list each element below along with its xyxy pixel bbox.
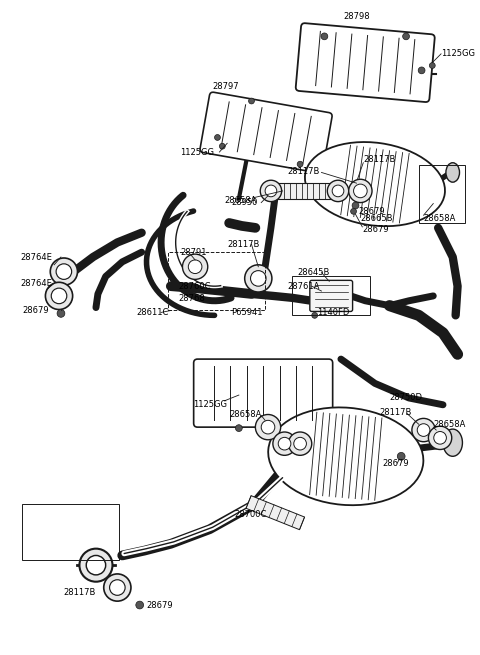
Circle shape [46, 282, 72, 310]
Text: 28117B: 28117B [64, 588, 96, 597]
Bar [22, 504, 120, 560]
Text: 28665B: 28665B [360, 214, 393, 223]
Bar [246, 496, 305, 530]
Circle shape [352, 202, 359, 209]
Bar [278, 183, 331, 198]
Circle shape [236, 424, 242, 432]
Circle shape [79, 549, 112, 582]
Circle shape [434, 432, 446, 444]
Ellipse shape [443, 429, 462, 457]
Circle shape [297, 161, 303, 167]
Text: 28764E: 28764E [20, 253, 52, 261]
Circle shape [245, 265, 272, 292]
Circle shape [351, 208, 357, 214]
Circle shape [403, 33, 409, 40]
Circle shape [251, 271, 266, 286]
Circle shape [412, 419, 435, 441]
Text: 28611C: 28611C [137, 308, 169, 317]
Circle shape [255, 415, 281, 440]
Circle shape [50, 258, 77, 285]
Text: 28117B: 28117B [227, 240, 260, 249]
Circle shape [182, 254, 208, 280]
Circle shape [327, 180, 348, 202]
FancyBboxPatch shape [200, 92, 332, 173]
Text: 28768: 28768 [179, 294, 205, 303]
Text: 28117B: 28117B [363, 155, 396, 164]
Circle shape [265, 185, 277, 196]
Bar [168, 252, 265, 310]
Circle shape [397, 453, 405, 460]
Circle shape [348, 179, 372, 202]
Circle shape [86, 555, 106, 575]
Text: 28117B: 28117B [380, 408, 412, 417]
Circle shape [215, 134, 220, 140]
Circle shape [332, 185, 344, 196]
Text: 28658A: 28658A [229, 410, 262, 419]
Text: 28658A: 28658A [224, 196, 257, 205]
Bar [419, 164, 465, 223]
Circle shape [104, 574, 131, 601]
Text: 28645B: 28645B [297, 268, 330, 277]
Text: 28798: 28798 [344, 12, 371, 22]
Bar [292, 276, 370, 315]
Text: 28658A: 28658A [423, 214, 456, 223]
Circle shape [417, 424, 430, 436]
Circle shape [56, 264, 72, 280]
Circle shape [57, 310, 65, 317]
Text: 28679: 28679 [383, 458, 409, 468]
Text: 28791: 28791 [180, 248, 207, 257]
Circle shape [261, 421, 275, 434]
Text: 28764E: 28764E [20, 279, 52, 288]
Circle shape [321, 33, 328, 40]
Text: 28760C: 28760C [179, 282, 211, 291]
Circle shape [354, 184, 367, 198]
FancyBboxPatch shape [310, 280, 353, 312]
Text: 28679: 28679 [146, 601, 173, 610]
Circle shape [188, 260, 202, 274]
Text: 1125GG: 1125GG [180, 147, 215, 157]
Text: 28950: 28950 [231, 198, 257, 207]
Circle shape [136, 601, 144, 609]
Circle shape [260, 180, 282, 202]
Text: 28700C: 28700C [234, 510, 266, 519]
Circle shape [288, 432, 312, 455]
Circle shape [273, 432, 296, 455]
Ellipse shape [268, 407, 423, 505]
Text: P65941: P65941 [231, 308, 263, 317]
Circle shape [429, 426, 452, 449]
Text: 28679: 28679 [22, 306, 48, 315]
Ellipse shape [446, 162, 459, 182]
Text: 1125GG: 1125GG [441, 49, 475, 58]
Text: 1125GG: 1125GG [193, 400, 227, 409]
Circle shape [249, 98, 254, 104]
Text: 28797: 28797 [213, 83, 239, 92]
Circle shape [418, 67, 425, 74]
Circle shape [312, 312, 318, 318]
Circle shape [430, 63, 435, 68]
FancyBboxPatch shape [193, 359, 333, 427]
Text: 28750D: 28750D [390, 394, 422, 402]
Circle shape [294, 438, 306, 450]
Text: 28117B: 28117B [288, 167, 320, 176]
Circle shape [219, 143, 225, 149]
Circle shape [109, 580, 125, 595]
Circle shape [51, 288, 67, 304]
Text: 1140FD: 1140FD [317, 308, 349, 317]
Circle shape [278, 438, 291, 450]
Text: 28679: 28679 [362, 225, 389, 234]
Ellipse shape [305, 142, 445, 226]
Text: 28761A: 28761A [288, 282, 320, 291]
Text: 28658A: 28658A [433, 420, 466, 429]
FancyBboxPatch shape [296, 23, 435, 102]
Text: 28679: 28679 [359, 207, 385, 216]
